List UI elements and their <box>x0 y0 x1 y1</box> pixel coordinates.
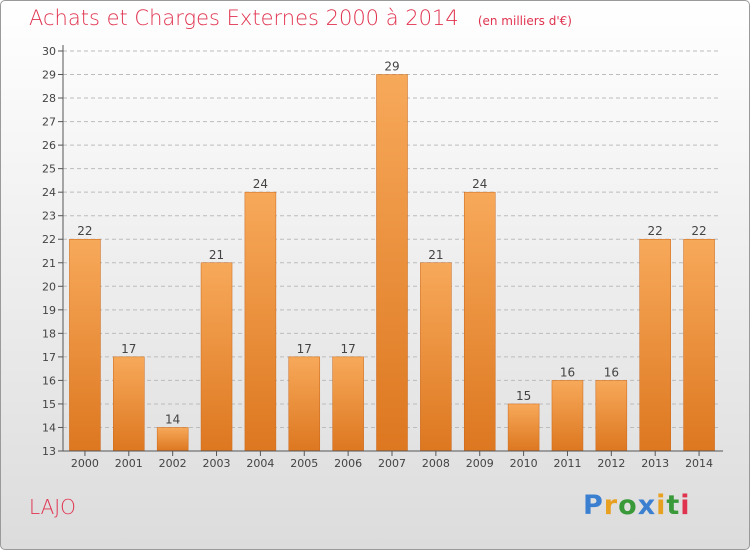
bar-value-label: 17 <box>121 342 136 356</box>
bar <box>332 356 364 452</box>
bar-value-label: 22 <box>77 224 92 238</box>
x-tick-label: 2012 <box>597 457 625 470</box>
x-tick-label: 2008 <box>422 457 450 470</box>
logo-letter: P <box>583 490 604 521</box>
y-tick-label: 28 <box>42 92 56 105</box>
bar-value-label: 16 <box>560 365 575 379</box>
bar <box>639 238 671 452</box>
y-tick-label: 21 <box>42 257 56 270</box>
bar <box>463 191 496 452</box>
x-tick-label: 2009 <box>466 457 494 470</box>
bar <box>288 356 321 452</box>
x-tick-label: 2002 <box>159 457 187 470</box>
bar <box>376 74 408 452</box>
proxiti-logo: Proxiti <box>583 490 691 521</box>
y-tick-label: 22 <box>42 233 56 246</box>
logo-letter: x <box>637 490 657 521</box>
y-tick-label: 16 <box>42 374 56 387</box>
chart-title: Achats et Charges Externes 2000 à 2014 <box>29 6 459 30</box>
bar-value-label: 17 <box>340 342 355 356</box>
x-tick-label: 2014 <box>685 457 713 470</box>
bar <box>420 262 452 452</box>
logo-letter: i <box>680 490 691 521</box>
y-tick-label: 20 <box>42 280 56 293</box>
commune-name: LAJO <box>29 495 76 519</box>
bar-value-label: 24 <box>472 177 487 191</box>
x-tick-label: 2004 <box>246 457 274 470</box>
y-tick-label: 26 <box>42 139 56 152</box>
x-tick-label: 2001 <box>115 457 143 470</box>
logo-letter: i <box>656 490 667 521</box>
bar <box>200 262 233 452</box>
y-tick-label: 24 <box>42 186 56 199</box>
logo-letter: t <box>666 490 681 521</box>
y-tick-label: 29 <box>42 69 56 82</box>
bar-value-label: 15 <box>516 389 531 403</box>
bar-value-label: 16 <box>604 365 619 379</box>
bar <box>113 356 145 452</box>
y-tick-label: 14 <box>42 421 56 434</box>
chart-unit-note: (en milliers d'€) <box>477 14 572 28</box>
bar <box>595 380 628 452</box>
logo-letter: r <box>603 490 619 521</box>
bar-value-label: 21 <box>209 248 224 262</box>
x-tick-label: 2007 <box>378 457 406 470</box>
logo-letter: o <box>618 490 638 521</box>
chart-title-row: Achats et Charges Externes 2000 à 2014 (… <box>29 6 572 30</box>
bar-value-label: 14 <box>165 412 180 426</box>
bar-value-label: 29 <box>384 60 399 74</box>
x-tick-label: 2000 <box>71 457 99 470</box>
y-tick-label: 25 <box>42 163 56 176</box>
bar <box>244 191 277 452</box>
bar-value-label: 22 <box>648 224 663 238</box>
bar-value-label: 17 <box>297 342 312 356</box>
y-tick-label: 17 <box>42 351 56 364</box>
x-tick-label: 2003 <box>203 457 231 470</box>
bar <box>551 380 584 452</box>
y-tick-label: 27 <box>42 116 56 129</box>
bar-value-label: 22 <box>691 224 706 238</box>
bar <box>683 238 715 452</box>
x-tick-label: 2006 <box>334 457 362 470</box>
bar <box>507 403 540 452</box>
x-tick-label: 2013 <box>641 457 669 470</box>
bar-value-label: 24 <box>253 177 268 191</box>
y-tick-label: 15 <box>42 398 56 411</box>
y-tick-label: 23 <box>42 210 56 223</box>
x-tick-label: 2005 <box>290 457 318 470</box>
bar <box>156 427 189 452</box>
y-tick-label: 18 <box>42 327 56 340</box>
bar-value-label: 21 <box>428 248 443 262</box>
y-tick-label: 30 <box>42 45 56 58</box>
y-tick-label: 13 <box>42 445 56 458</box>
bar <box>69 238 101 452</box>
x-tick-label: 2010 <box>510 457 538 470</box>
x-tick-label: 2011 <box>553 457 581 470</box>
y-tick-label: 19 <box>42 304 56 317</box>
